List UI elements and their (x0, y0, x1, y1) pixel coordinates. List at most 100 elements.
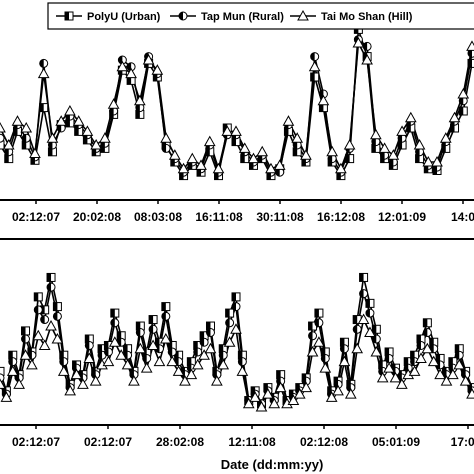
bottom-panel: 02:12:07 02:12:07 28:02:08 12:11:08 02:12:08… (0, 238, 474, 472)
panel1-series-1-point (21, 334, 31, 344)
panel1-series-2-point (134, 342, 147, 354)
panel1-series-2-point (166, 355, 179, 367)
panel1-series-2-point (223, 336, 236, 347)
panel0-series-2-point (439, 132, 452, 143)
legend-entry-2: Tai Mo Shan (Hill) (290, 9, 413, 23)
panel0-series-2-point (282, 115, 295, 126)
panel0-series-2-point (247, 152, 260, 164)
panel1-series-0-point (161, 302, 171, 312)
panel1-series-1-point (378, 366, 388, 376)
panel1-series-1-point (91, 370, 101, 380)
panel1-series-2-point (268, 397, 281, 409)
panel1-series-1-point (308, 331, 318, 341)
panel0-series-0-point (0, 140, 5, 150)
panel1-series-2-point (159, 332, 172, 344)
panel0-x-tick-label: 12:01:09 (378, 210, 426, 224)
legend-box (47, 2, 474, 30)
panel0-series-2-point (378, 142, 391, 153)
panel1-series-2-point (0, 378, 6, 389)
panel0-series-2-point (466, 40, 474, 51)
panel1-series-2-point (351, 342, 364, 354)
panel1-series-1-point (461, 370, 471, 380)
panel0-series-2-point (448, 111, 461, 123)
panel0-series-2-line (0, 42, 473, 170)
panel0-series-1-point (56, 123, 66, 133)
panel0-series-2-point (387, 149, 400, 160)
panel0-series-2-point (396, 125, 408, 136)
panel0-series-1-point (310, 52, 320, 62)
legend-entry-0: PolyU (Urban) (56, 11, 161, 23)
panel1-series-2-point (395, 378, 408, 389)
panel1-series-2-point (230, 323, 242, 334)
panel0-series-1-point (0, 133, 5, 143)
panel0-series-2-point (308, 60, 321, 72)
panel0-series-2-point (238, 142, 251, 153)
panel1-series-1-point (320, 353, 330, 363)
panel1-series-2-point (332, 384, 344, 396)
panel1-series-2-point (236, 365, 249, 376)
panel1-series-1-point (422, 328, 432, 338)
panel0-series-2-point (265, 162, 277, 174)
panel1-series-2-point (51, 332, 64, 344)
panel1-series-2-point (185, 368, 198, 380)
panel1-series-1-point (454, 350, 464, 360)
panel0-series-2-point (11, 115, 24, 126)
panel1-series-1-point (72, 363, 82, 373)
panel1-series-2-point (293, 388, 306, 399)
panel1-series-1-point (161, 311, 171, 321)
panel0-x-tick-label: 02:12:07 (12, 210, 60, 224)
panel1-series-1-point (276, 376, 286, 386)
panel1-series-2-point (319, 362, 332, 373)
panel1-x-tick-label: 02:12:07 (12, 435, 60, 449)
panel1-series-0-point (422, 318, 432, 328)
panel1-series-1-point (301, 376, 311, 386)
panel1-series-1-point (52, 311, 62, 321)
panel1-series-1-point (346, 383, 356, 393)
panel1-series-0-point (359, 272, 369, 282)
panel0-series-0-line (0, 28, 473, 177)
panel1-series-2-point (440, 375, 453, 386)
panel0-series-2-point (326, 145, 338, 157)
panel1-series-0-point (0, 366, 5, 376)
panel1-series-0-point (365, 298, 375, 308)
panel1-series-2-point (300, 381, 313, 393)
panel1-series-2-point (389, 371, 402, 383)
panel1-series-2-point (459, 375, 472, 386)
panel1-series-2-point (57, 365, 70, 376)
panel0-x-tick-label: 14:0 (451, 210, 474, 224)
panel1-series-1-point (59, 357, 69, 367)
panel0-series-2-point (422, 155, 435, 167)
panel1-series-2-point (198, 349, 210, 360)
panel1-series-1-point (135, 328, 145, 338)
panel1-x-tick-label: 02:12:07 (84, 435, 132, 449)
panel1-series-1-point (365, 308, 375, 318)
panel1-series-1-point (359, 289, 369, 299)
panel1-series-2-point (32, 329, 45, 341)
panel0-series-1 (0, 38, 473, 173)
panel1-series-1-point (205, 328, 215, 338)
panel1-series-2-point (89, 375, 102, 386)
panel0-series-2-point (203, 135, 216, 147)
panel1-series-2-point (211, 375, 223, 386)
panel0-series-2-point (107, 98, 120, 109)
panel1-series-2-point (287, 394, 300, 406)
panel1-series-2-point (421, 342, 434, 354)
panel1-series-1-point (167, 347, 177, 357)
bottom-series-layer (0, 272, 474, 412)
panel0-series-2-point (142, 53, 155, 65)
panel0-series-1-point (135, 103, 145, 113)
panel1-series-2-markers (0, 313, 474, 412)
panel0-series-2-point (431, 155, 443, 167)
panel1-series-2-point (357, 313, 370, 325)
panel0-series-1-point (362, 41, 372, 51)
panel0-series-1-point (371, 137, 381, 147)
panel1-series-1-point (142, 353, 152, 363)
panel0-series-2-point (20, 121, 33, 133)
panel1-series-1-point (199, 337, 209, 347)
panel0-series-2-point (125, 67, 137, 79)
panel0-series-1-markers (0, 35, 474, 177)
panel0-series-2-point (413, 138, 426, 150)
legend-items: PolyU (Urban) Tap Mun (Rural) Tai Mo Shan … (56, 9, 413, 23)
panel1-series-1-point (103, 347, 113, 357)
